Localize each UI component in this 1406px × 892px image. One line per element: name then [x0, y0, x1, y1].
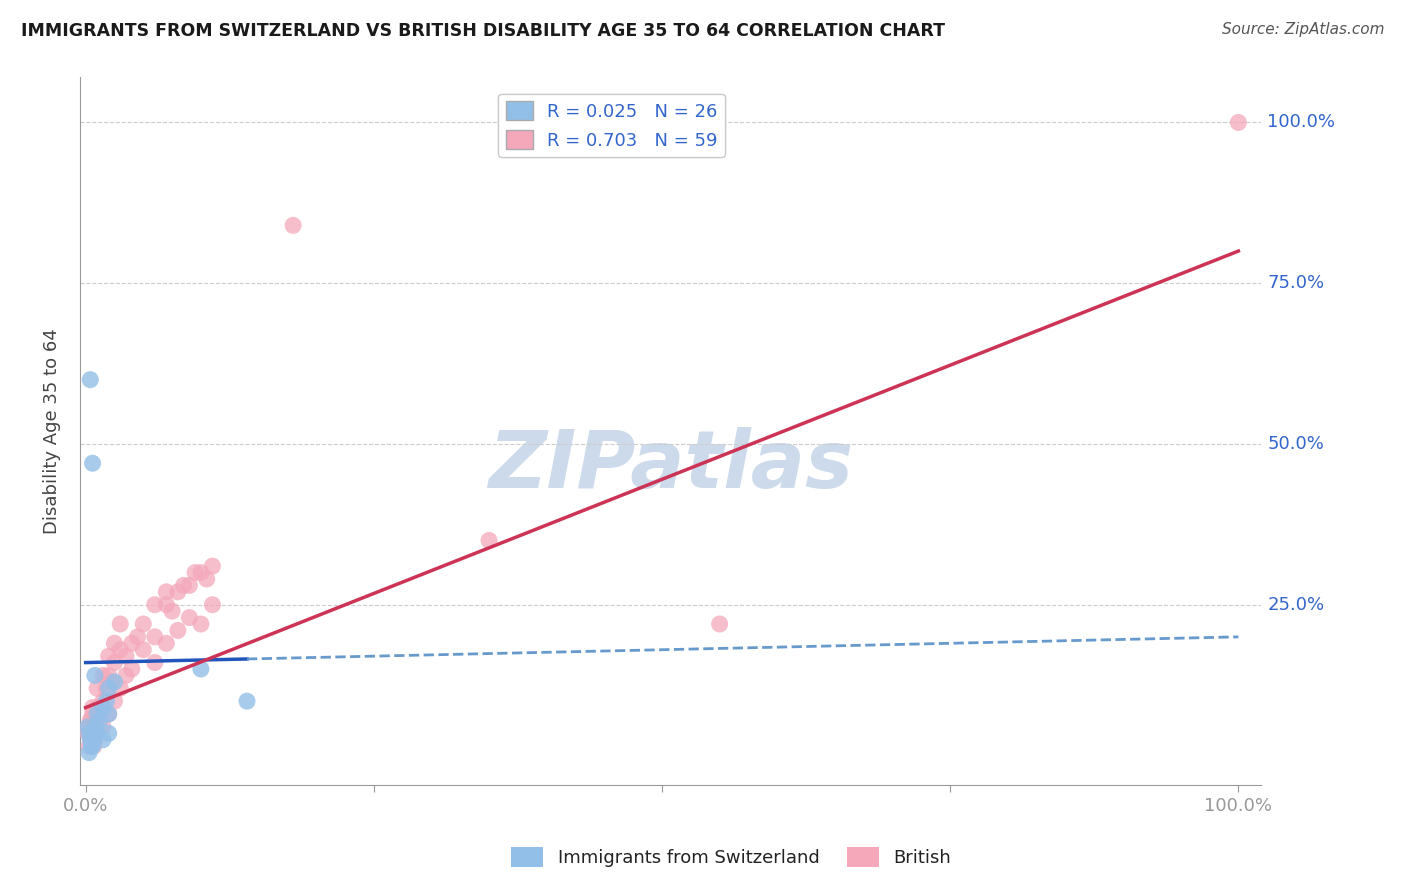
Point [77, 726, 100, 740]
Point [77, 720, 100, 734]
Point [79, 714, 101, 728]
Point [77, 739, 100, 754]
Point [121, 662, 143, 676]
Point [103, 656, 125, 670]
Point [82, 456, 104, 470]
Point [97, 706, 120, 721]
Point [709, 617, 731, 632]
Point [166, 585, 188, 599]
Text: 50.0%: 50.0% [1267, 435, 1324, 453]
Point [83, 739, 105, 754]
Point [86, 726, 108, 740]
Point [179, 578, 201, 592]
Point [79, 732, 101, 747]
Text: 75.0%: 75.0% [1267, 274, 1324, 293]
Point [103, 636, 125, 650]
Point [96, 681, 118, 696]
Point [79, 373, 101, 387]
Point [1227, 115, 1250, 129]
Point [155, 598, 177, 612]
Point [80, 714, 103, 728]
Point [110, 681, 132, 696]
Point [143, 630, 166, 644]
Point [132, 617, 155, 632]
Point [97, 649, 120, 664]
Point [190, 566, 212, 580]
Point [79, 726, 101, 740]
Point [89, 706, 111, 721]
Point [91, 700, 114, 714]
Point [190, 662, 212, 676]
Point [121, 636, 143, 650]
Point [80, 739, 103, 754]
Point [97, 681, 120, 696]
Point [100, 674, 122, 689]
Point [97, 726, 120, 740]
Point [236, 694, 259, 708]
Point [82, 706, 104, 721]
Point [77, 726, 100, 740]
Point [91, 694, 114, 708]
Point [143, 656, 166, 670]
Point [86, 681, 108, 696]
Point [143, 598, 166, 612]
Point [82, 700, 104, 714]
Point [166, 624, 188, 638]
Point [195, 572, 218, 586]
Point [184, 566, 207, 580]
Point [115, 668, 138, 682]
Point [127, 630, 149, 644]
Point [190, 617, 212, 632]
Point [77, 746, 100, 760]
Text: Source: ZipAtlas.com: Source: ZipAtlas.com [1222, 22, 1385, 37]
Legend: Immigrants from Switzerland, British: Immigrants from Switzerland, British [503, 839, 959, 874]
Legend: R = 0.025   N = 26, R = 0.703   N = 59: R = 0.025 N = 26, R = 0.703 N = 59 [498, 94, 725, 157]
Y-axis label: Disability Age 35 to 64: Disability Age 35 to 64 [44, 328, 60, 534]
Point [84, 720, 107, 734]
Point [83, 720, 105, 734]
Point [110, 642, 132, 657]
Point [97, 706, 120, 721]
Point [83, 668, 105, 682]
Point [97, 668, 120, 682]
Point [155, 585, 177, 599]
Point [91, 668, 114, 682]
Point [86, 726, 108, 740]
Point [91, 732, 114, 747]
Point [80, 732, 103, 747]
Text: 25.0%: 25.0% [1267, 596, 1324, 614]
Point [77, 720, 100, 734]
Point [103, 694, 125, 708]
Point [86, 706, 108, 721]
Text: ZIPatlas: ZIPatlas [488, 427, 853, 506]
Point [281, 219, 304, 233]
Point [82, 739, 104, 754]
Point [201, 559, 224, 574]
Point [179, 610, 201, 624]
Text: 100.0%: 100.0% [1267, 113, 1336, 131]
Point [110, 617, 132, 632]
Point [160, 604, 183, 618]
Point [83, 732, 105, 747]
Point [96, 694, 118, 708]
Point [201, 598, 224, 612]
Point [155, 636, 177, 650]
Text: IMMIGRANTS FROM SWITZERLAND VS BRITISH DISABILITY AGE 35 TO 64 CORRELATION CHART: IMMIGRANTS FROM SWITZERLAND VS BRITISH D… [21, 22, 945, 40]
Point [115, 649, 138, 664]
Point [83, 726, 105, 740]
Point [103, 674, 125, 689]
Point [478, 533, 501, 548]
Point [132, 642, 155, 657]
Point [83, 732, 105, 747]
Point [86, 700, 108, 714]
Point [89, 714, 111, 728]
Point [80, 739, 103, 754]
Point [83, 732, 105, 747]
Point [91, 720, 114, 734]
Point [173, 578, 195, 592]
